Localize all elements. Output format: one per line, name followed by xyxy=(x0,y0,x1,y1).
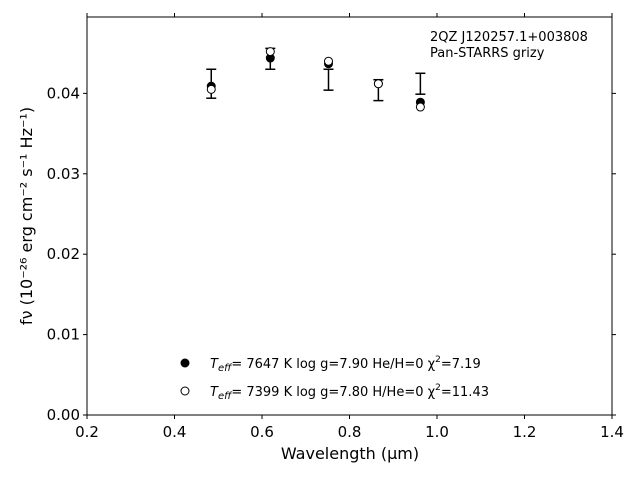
x-tick-label: 1.2 xyxy=(513,423,537,441)
y-tick-label: 0.01 xyxy=(47,326,80,344)
x-tick-label: 1.4 xyxy=(600,423,624,441)
y-tick-label: 0.04 xyxy=(47,84,80,102)
legend-entry: Teff= 7647 K log g=7.90 He/H=0 χ2=7.19 xyxy=(210,355,481,374)
y-tick-label: 0.02 xyxy=(47,245,80,263)
model-point-open xyxy=(373,79,383,89)
model-point-open xyxy=(324,56,333,66)
legend-teff-symbol: T xyxy=(210,357,219,372)
model-point-open xyxy=(415,102,425,112)
x-tick-label: 0.2 xyxy=(75,423,99,441)
x-axis-label: Wavelength (μm) xyxy=(281,444,419,463)
x-tick-label: 0.8 xyxy=(338,423,362,441)
legend-entry: Teff= 7399 K log g=7.80 H/He=0 χ2=11.43 xyxy=(210,383,489,402)
annotation-survey: Pan-STARRS grizy xyxy=(430,46,545,61)
legend: Teff= 7647 K log g=7.90 He/H=0 χ2=7.19Te… xyxy=(180,355,489,402)
y-tick-label: 0.00 xyxy=(47,406,80,424)
annotation-object: 2QZ J120257.1+003808 xyxy=(430,30,588,45)
legend-teff-subscript: eff xyxy=(218,363,233,374)
model-point-open xyxy=(206,84,216,94)
model-point-open xyxy=(265,47,275,57)
legend-chi-value: =11.43 xyxy=(441,385,489,400)
legend-teff-subscript: eff xyxy=(218,391,233,402)
legend-params: = 7647 K log g=7.90 He/H=0 χ xyxy=(231,357,435,372)
legend-chi-superscript: 2 xyxy=(435,355,441,365)
ticks: 0.2 0.4 0.6 0.8 1.0 1.2 1.4 0.00 0.01 0.02 0.03 0.0… xyxy=(47,13,624,441)
legend-chi-superscript: 2 xyxy=(435,383,441,393)
x-tick-label: 0.4 xyxy=(163,423,187,441)
plot-frame xyxy=(86,16,613,416)
legend-marker-open xyxy=(180,386,190,396)
marks xyxy=(206,47,426,112)
legend-params: = 7399 K log g=7.80 H/He=0 χ xyxy=(231,385,435,400)
y-axis-label: fν (10⁻²⁶ erg cm⁻² s⁻¹ Hz⁻¹) xyxy=(17,107,36,325)
legend-chi-value: =7.19 xyxy=(441,357,481,372)
legend-marker-filled xyxy=(180,358,190,368)
x-tick-label: 0.6 xyxy=(250,423,274,441)
x-tick-label: 1.0 xyxy=(425,423,449,441)
legend-teff-symbol: T xyxy=(210,385,219,400)
y-tick-label: 0.03 xyxy=(47,165,80,183)
